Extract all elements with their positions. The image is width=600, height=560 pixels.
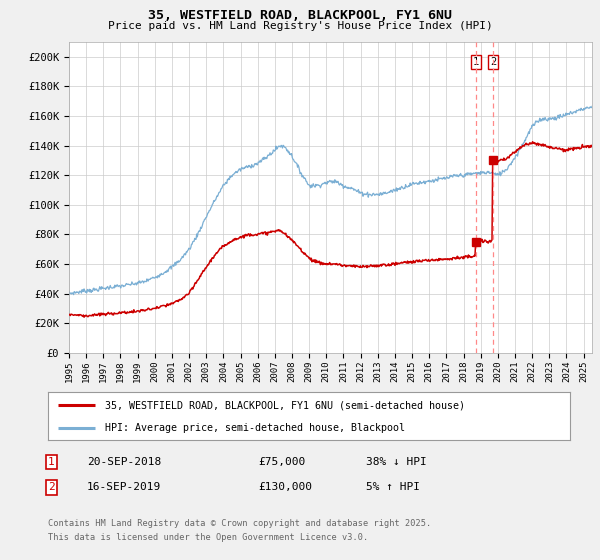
Text: Price paid vs. HM Land Registry's House Price Index (HPI): Price paid vs. HM Land Registry's House … (107, 21, 493, 31)
Text: 20-SEP-2018: 20-SEP-2018 (87, 457, 161, 467)
Text: 38% ↓ HPI: 38% ↓ HPI (366, 457, 427, 467)
Text: £130,000: £130,000 (258, 482, 312, 492)
Text: HPI: Average price, semi-detached house, Blackpool: HPI: Average price, semi-detached house,… (106, 423, 406, 433)
Text: £75,000: £75,000 (258, 457, 305, 467)
Text: 16-SEP-2019: 16-SEP-2019 (87, 482, 161, 492)
Text: 5% ↑ HPI: 5% ↑ HPI (366, 482, 420, 492)
Text: 35, WESTFIELD ROAD, BLACKPOOL, FY1 6NU (semi-detached house): 35, WESTFIELD ROAD, BLACKPOOL, FY1 6NU (… (106, 400, 466, 410)
Text: 35, WESTFIELD ROAD, BLACKPOOL, FY1 6NU: 35, WESTFIELD ROAD, BLACKPOOL, FY1 6NU (148, 9, 452, 22)
Text: 1: 1 (473, 57, 479, 67)
Text: This data is licensed under the Open Government Licence v3.0.: This data is licensed under the Open Gov… (48, 533, 368, 542)
Text: 2: 2 (490, 57, 496, 67)
Text: 1: 1 (48, 457, 55, 467)
Text: 2: 2 (48, 482, 55, 492)
Text: Contains HM Land Registry data © Crown copyright and database right 2025.: Contains HM Land Registry data © Crown c… (48, 519, 431, 528)
